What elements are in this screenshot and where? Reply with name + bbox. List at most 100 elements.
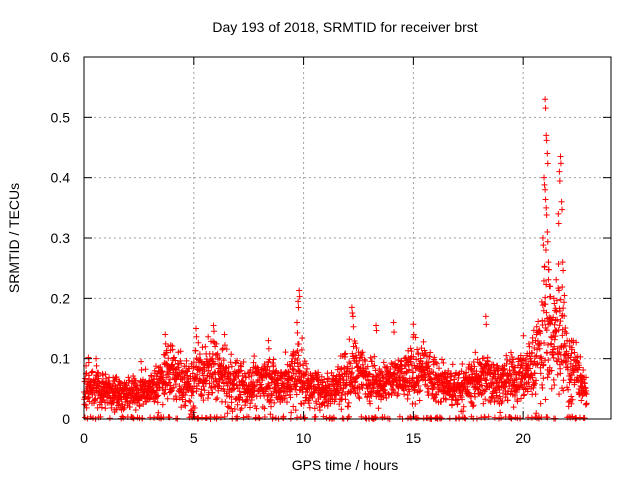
data-point (527, 355, 534, 362)
data-point (228, 351, 235, 358)
data-point (503, 391, 510, 398)
data-point (442, 396, 449, 403)
data-point (562, 359, 569, 366)
data-point (153, 387, 160, 394)
data-point (543, 132, 550, 139)
data-point (163, 374, 170, 381)
data-point (460, 408, 467, 415)
data-point (568, 346, 575, 353)
data-point (491, 398, 498, 405)
data-point (417, 387, 424, 394)
data-point (88, 369, 95, 376)
data-point (555, 287, 562, 294)
data-point (324, 375, 331, 382)
data-point (172, 381, 179, 388)
data-point (275, 380, 282, 387)
data-point (533, 377, 540, 384)
data-point (483, 321, 490, 328)
data-point (556, 168, 563, 175)
data-point (542, 186, 549, 193)
data-point (282, 349, 289, 356)
data-point (383, 394, 390, 401)
y-tick-label: 0.3 (51, 230, 71, 246)
data-point (525, 340, 532, 347)
data-point (234, 415, 241, 422)
data-point (565, 386, 572, 393)
data-point (136, 403, 143, 410)
data-point (254, 369, 261, 376)
data-point (172, 393, 179, 400)
data-point (385, 391, 392, 398)
data-point (550, 376, 557, 383)
data-point (542, 196, 549, 203)
data-point (539, 322, 546, 329)
data-point (313, 400, 320, 407)
data-point (545, 357, 552, 364)
data-point (221, 331, 228, 338)
data-point (242, 398, 249, 405)
data-point (346, 359, 353, 366)
data-point (508, 372, 515, 379)
data-point (556, 308, 563, 315)
data-point (354, 389, 361, 396)
data-point (509, 359, 516, 366)
data-point (561, 312, 568, 319)
data-point (582, 401, 589, 408)
x-tick-label: 15 (406, 430, 422, 446)
data-point (178, 360, 185, 367)
data-point (497, 409, 504, 416)
data-point (561, 292, 568, 299)
data-point (210, 338, 217, 345)
data-point (93, 355, 100, 362)
data-point (345, 399, 352, 406)
data-point (581, 415, 588, 422)
data-point (206, 380, 213, 387)
data-point (125, 379, 132, 386)
data-point (213, 340, 220, 347)
data-point (157, 364, 164, 371)
data-point (295, 298, 302, 305)
data-point (516, 369, 523, 376)
data-point (430, 384, 437, 391)
data-point (167, 388, 174, 395)
data-point (352, 378, 359, 385)
data-point (548, 340, 555, 347)
data-point (540, 375, 547, 382)
data-point (413, 356, 420, 363)
data-point (563, 358, 570, 365)
y-tick-label: 0 (62, 411, 70, 427)
axis-layer: 0 0.1 0.2 0.3 0.4 0.5 0.6 0 5 10 15 20 (51, 49, 611, 446)
data-point (346, 336, 353, 343)
data-point (576, 414, 583, 421)
data-point (550, 314, 557, 321)
data-point (537, 400, 544, 407)
data-point (547, 319, 554, 326)
data-point (179, 396, 186, 403)
data-point (143, 398, 150, 405)
data-point (415, 377, 422, 384)
data-point (380, 359, 387, 366)
data-point (560, 267, 567, 274)
data-point (364, 363, 371, 370)
data-point (296, 293, 303, 300)
data-point (517, 415, 524, 422)
data-point (231, 406, 238, 413)
data-point (219, 345, 226, 352)
data-point (506, 383, 513, 390)
data-point (289, 375, 296, 382)
data-point (164, 395, 171, 402)
data-point (125, 374, 132, 381)
data-point (560, 343, 567, 350)
data-point (448, 373, 455, 380)
data-point (195, 415, 202, 422)
data-point (352, 340, 359, 347)
data-point (405, 367, 412, 374)
data-point (556, 391, 563, 398)
data-point (550, 346, 557, 353)
data-point (248, 397, 255, 404)
data-point (543, 281, 550, 288)
data-point (120, 414, 127, 421)
data-point (414, 414, 421, 421)
data-point (155, 409, 162, 416)
data-point (531, 380, 538, 387)
